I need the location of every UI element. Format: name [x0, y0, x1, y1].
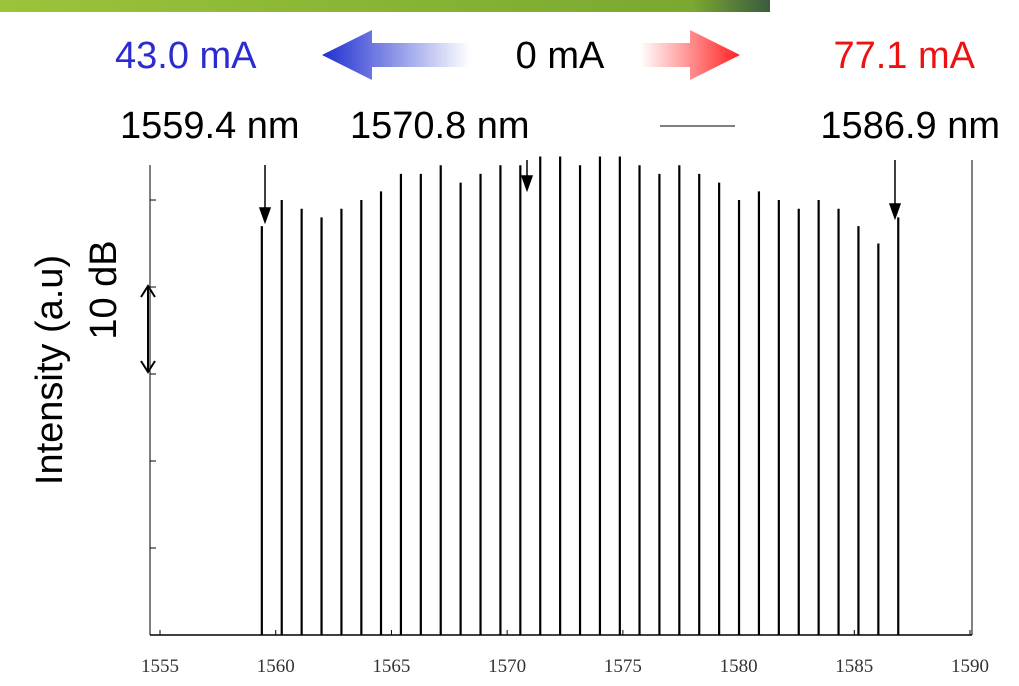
x-tick-label: 1575 [604, 656, 642, 677]
wavelength-label: 1559.4 nm [120, 105, 300, 147]
x-tick-label: 1570 [488, 656, 526, 677]
x-tick-label: 1565 [372, 656, 410, 677]
wavelength-label: 1570.8 nm [350, 105, 530, 147]
y-axis-label: Intensity (a.u) [29, 255, 71, 485]
x-tick-label: 1560 [257, 656, 295, 677]
right-arrow [640, 30, 740, 80]
x-tick-label: 1580 [720, 656, 758, 677]
scale-label: 10 dB [83, 240, 125, 339]
current-center: 0 mA [516, 35, 605, 77]
peak-arrows [258, 160, 902, 225]
x-tick-label: 1555 [141, 656, 179, 677]
current-left: 43.0 mA [115, 35, 257, 77]
wavelength-label: 1586.9 nm [820, 105, 1000, 147]
x-tick-label: 1585 [835, 656, 873, 677]
left-arrow [322, 30, 470, 80]
header-band [0, 0, 770, 12]
x-tick-label: 1590 [951, 656, 989, 677]
scale-arrow [140, 284, 156, 374]
current-right: 77.1 mA [833, 35, 975, 77]
